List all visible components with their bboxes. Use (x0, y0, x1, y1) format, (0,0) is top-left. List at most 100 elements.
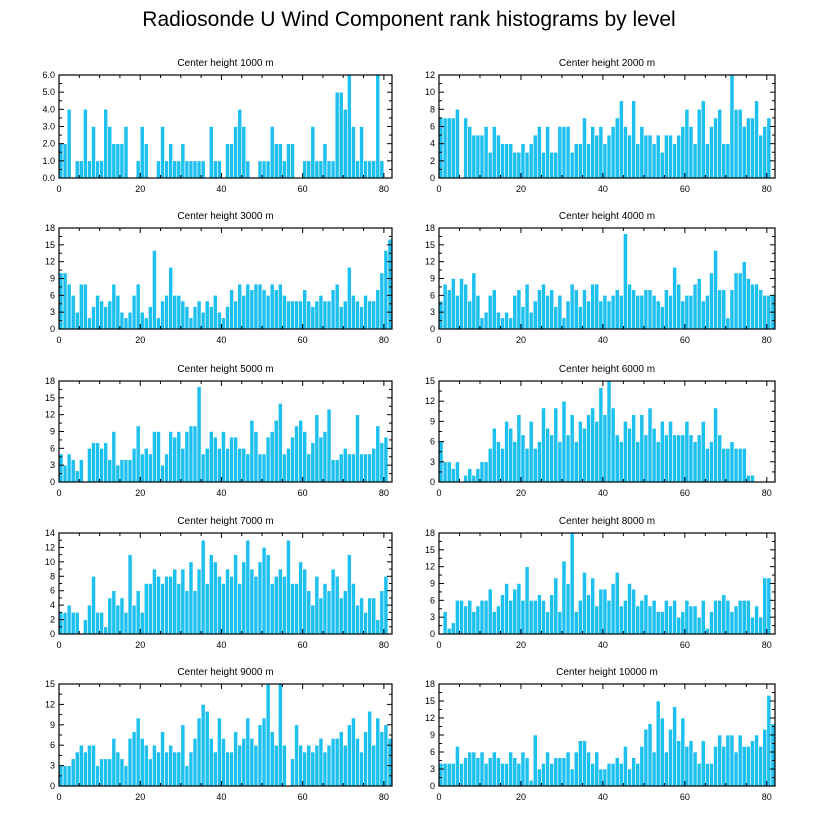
x-tick-label: 80 (762, 184, 772, 194)
histogram-bar (156, 751, 161, 787)
y-tick-label: 2.0 (42, 139, 55, 149)
y-tick-label: 8 (50, 571, 55, 581)
y-tick-label: 3 (430, 612, 435, 622)
histogram-bar (62, 272, 68, 330)
histogram-bar (196, 717, 202, 787)
histogram-bar (508, 751, 514, 787)
histogram-bar (614, 289, 620, 330)
histogram-bar (286, 539, 291, 635)
histogram-bar (273, 289, 279, 330)
histogram-bar (237, 583, 243, 635)
histogram-bar (455, 109, 460, 179)
histogram-bar (508, 600, 514, 635)
histogram-bar (680, 300, 686, 330)
histogram-bar (532, 734, 538, 787)
histogram-bar (139, 738, 145, 787)
histogram-bar (537, 441, 542, 483)
histogram-bar (639, 600, 645, 635)
histogram-bar (253, 744, 259, 787)
histogram-bar (623, 600, 628, 635)
histogram-bar (338, 453, 344, 483)
histogram-bar (528, 780, 534, 787)
y-tick-label: 0 (50, 477, 55, 487)
x-tick-label: 40 (216, 335, 226, 345)
histogram-bar (692, 751, 698, 787)
histogram-bar (351, 717, 356, 787)
histogram-bar (471, 751, 477, 787)
y-tick-label: 9 (50, 274, 55, 284)
histogram-bar (127, 738, 133, 787)
histogram-bar (306, 744, 312, 787)
histogram-bar (463, 117, 468, 179)
histogram-bar (569, 283, 575, 330)
histogram-bar (614, 434, 620, 483)
y-tick-label: 3.0 (42, 122, 55, 132)
histogram-bar (713, 250, 718, 330)
x-tick-label: 80 (762, 488, 772, 498)
histogram-bar (459, 278, 464, 330)
histogram-bar (659, 717, 665, 787)
histogram-bar (221, 583, 226, 635)
histogram-bar (692, 605, 698, 635)
histogram-bar (450, 763, 456, 787)
y-tick-label: 0 (430, 477, 435, 487)
histogram-bar (590, 283, 596, 330)
histogram-bar (249, 738, 255, 787)
histogram-bar (269, 283, 275, 330)
panel-title: Center height 10000 m (556, 667, 658, 678)
histogram-bar (537, 594, 542, 635)
histogram-bar (265, 436, 271, 483)
histogram-panel-8: Center height 8000 m 0 20 40 60 80 0 3 6 9 12 15 18 (425, 516, 776, 650)
y-tick-label: 18 (425, 679, 435, 689)
y-tick-label: 12 (45, 257, 55, 267)
histogram-bar (119, 758, 125, 787)
x-tick-label: 0 (56, 184, 61, 194)
x-tick-label: 80 (762, 640, 772, 650)
x-tick-label: 40 (216, 184, 226, 194)
histogram-bar (750, 283, 755, 330)
histogram-bar (221, 431, 226, 483)
histogram-bar (688, 434, 694, 483)
histogram-bar (355, 738, 360, 787)
histogram-bar (261, 717, 267, 787)
histogram-bar (148, 306, 153, 330)
histogram-bar (655, 134, 661, 179)
histogram-bar (758, 134, 764, 179)
histogram-bar (455, 461, 460, 483)
histogram-bar (282, 744, 287, 787)
histogram-bar (148, 583, 153, 635)
x-tick-label: 20 (516, 488, 526, 498)
histogram-bar (537, 768, 542, 787)
histogram-bar (123, 612, 129, 635)
histogram-bar (446, 289, 452, 330)
histogram-bar (330, 289, 336, 330)
histogram-bar (172, 436, 178, 483)
histogram-bar (545, 611, 550, 635)
panel-title: Center height 7000 m (177, 516, 273, 527)
y-tick-label: 3 (50, 307, 55, 317)
y-tick-label: 12 (425, 396, 435, 406)
histogram-bar (330, 738, 336, 787)
histogram-bar (359, 453, 364, 483)
histogram-bar (347, 453, 352, 483)
histogram-bar (123, 126, 129, 179)
histogram-bar (614, 117, 620, 179)
histogram-bar (74, 612, 80, 635)
histogram-bar (487, 588, 493, 635)
histogram-bar (643, 594, 649, 635)
histogram-bar (306, 160, 312, 179)
histogram-bar (66, 604, 72, 635)
histogram-bar (643, 289, 649, 330)
histogram-bar (643, 434, 649, 483)
x-tick-label: 60 (680, 335, 690, 345)
histogram-bar (318, 738, 324, 787)
histogram-bar (508, 317, 514, 330)
histogram-bar (692, 143, 698, 179)
histogram-bar (483, 763, 489, 787)
histogram-bar (363, 612, 368, 635)
y-tick-label: 14 (45, 528, 55, 538)
histogram-bar (672, 434, 677, 483)
histogram-bar (545, 427, 550, 483)
histogram-bar (438, 300, 444, 330)
histogram-bar (294, 724, 299, 787)
